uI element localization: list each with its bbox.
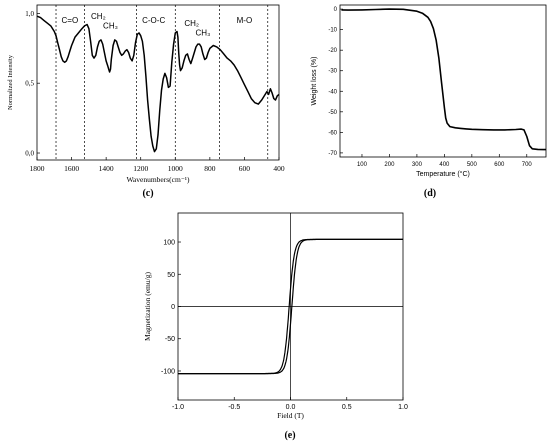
hysteresis-x-tick-label: 0.0 — [286, 404, 296, 411]
hysteresis-y-tick-label: 100 — [163, 240, 175, 247]
tga-y-tick-label: -30 — [328, 69, 337, 75]
ftir-panel: 1800 1600 1400 1200 1000 800 600 400 0,0 0,5 1,0 C=… — [7, 4, 285, 199]
ftir-x-tick-label: 1400 — [99, 164, 114, 173]
hysteresis-x-tick-label: 1.0 — [398, 404, 408, 411]
tga-y-tick-label: -70 — [328, 151, 337, 157]
ftir-x-axis-label: Wavenumbers(cm⁻¹) — [126, 175, 190, 184]
ftir-region-label: C=O — [62, 16, 79, 25]
tga-plot-frame — [339, 4, 547, 158]
ftir-region-label: CH₃ — [103, 22, 118, 31]
magnetization-panel: -1.0 -0.5 0.0 0.5 1.0 -100 -50 0 50 100 Field (T) M… — [143, 212, 408, 441]
ftir-x-tick-label: 1800 — [30, 164, 45, 173]
hysteresis-x-tick-label: -0.5 — [228, 404, 240, 411]
tga-x-tick-label: 500 — [467, 162, 478, 168]
ftir-x-tick-label: 1200 — [133, 164, 148, 173]
hysteresis-panel-label: (e) — [284, 430, 295, 441]
tga-y-tick-label: -50 — [328, 110, 337, 116]
ftir-x-tick-label: 800 — [204, 164, 216, 173]
ftir-region-label: CH₃ — [196, 29, 211, 38]
tga-weight-loss-line — [341, 8, 546, 151]
ftir-x-tick-label: 1000 — [168, 164, 183, 173]
tga-x-tick-label: 700 — [522, 162, 533, 168]
hysteresis-descending-branch — [178, 238, 403, 375]
hysteresis-x-axis-label: Field (T) — [277, 411, 304, 420]
hysteresis-y-tick-label: -50 — [165, 336, 175, 343]
ftir-x-tick-label: 1600 — [64, 164, 79, 173]
ftir-region-label: M-O — [237, 16, 253, 25]
tga-y-tick-label: 0 — [334, 7, 338, 13]
ftir-spectrum-line — [36, 15, 280, 153]
ftir-y-tick-label: 0,0 — [25, 150, 34, 158]
tga-y-tick-label: -10 — [328, 28, 337, 34]
ftir-x-tick-label: 400 — [273, 164, 285, 173]
ftir-y-tick-label: 0,5 — [25, 80, 34, 88]
hysteresis-x-tick-label: 0.5 — [342, 404, 352, 411]
ftir-region-label: CH₂ — [91, 12, 106, 21]
hysteresis-x-tick-label: -1.0 — [172, 404, 184, 411]
ftir-panel-label: (c) — [142, 188, 153, 199]
ftir-region-label: C-O-C — [142, 16, 165, 25]
tga-y-tick-label: -60 — [328, 130, 337, 136]
ftir-y-tick-label: 1,0 — [25, 10, 34, 18]
tga-x-tick-label: 400 — [439, 162, 450, 168]
hysteresis-y-tick-label: 50 — [167, 272, 175, 279]
tga-x-tick-label: 200 — [384, 162, 395, 168]
tga-panel: 100 200 300 400 500 600 700 0 -10 -20 -30 -40 -50 -60… — [311, 4, 547, 199]
tga-y-tick-label: -40 — [328, 89, 337, 95]
tga-y-axis-label: Weight loss (%) — [311, 57, 318, 106]
ftir-region-label: CH₂ — [184, 19, 199, 28]
ftir-x-tick-label: 600 — [239, 164, 251, 173]
tga-y-tick-label: -20 — [328, 48, 337, 54]
tga-x-tick-label: 100 — [357, 162, 368, 168]
tga-x-tick-label: 600 — [494, 162, 505, 168]
hysteresis-y-tick-label: 0 — [171, 304, 175, 311]
hysteresis-y-tick-label: -100 — [161, 368, 175, 375]
ftir-plot-frame — [36, 4, 280, 161]
tga-panel-label: (d) — [424, 188, 436, 199]
tga-x-tick-label: 300 — [412, 162, 423, 168]
tga-x-axis-label: Temperature (°C) — [416, 170, 470, 178]
ftir-y-axis-label: Normalized Intensity — [7, 54, 14, 110]
hysteresis-y-axis-label: Magnetization (emu/g) — [143, 272, 152, 341]
